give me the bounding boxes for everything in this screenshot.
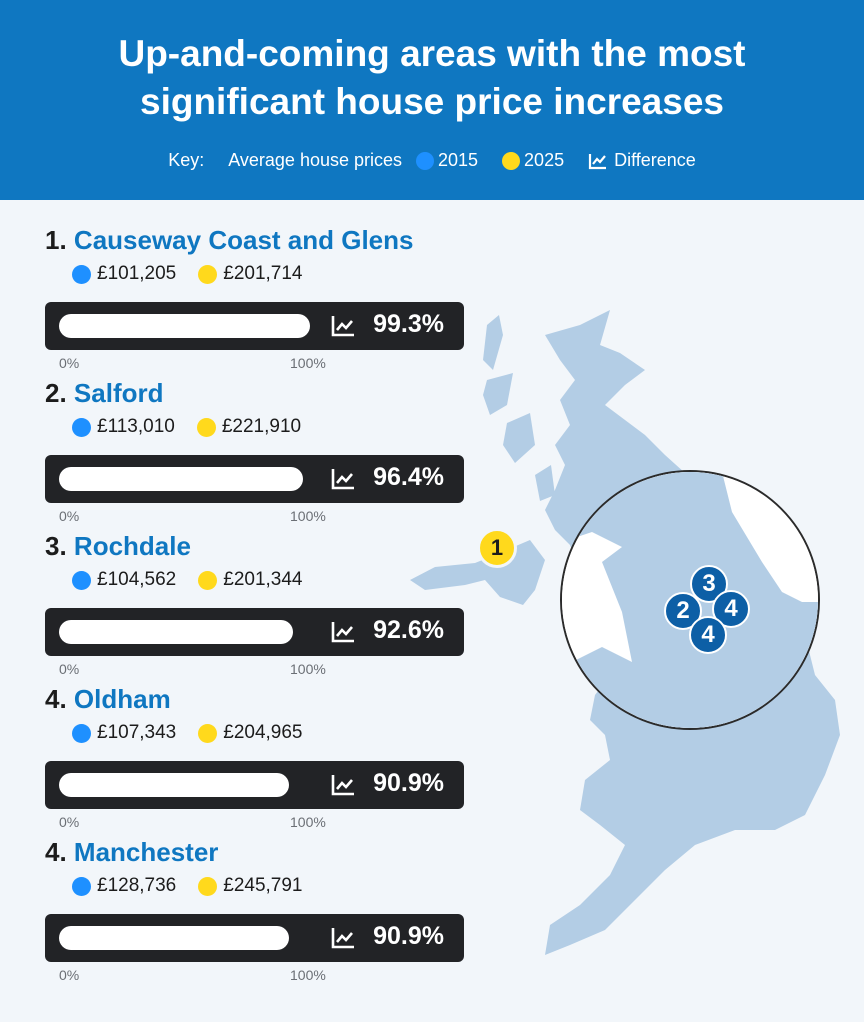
difference-value: 90.9%	[373, 922, 444, 950]
axis-max-label: 100%	[290, 508, 326, 524]
legend-2025-label: 2025	[524, 150, 565, 170]
entry-name: Salford	[73, 378, 164, 408]
axis-min-label: 0%	[59, 661, 80, 677]
entry-prices: £128,736 £245,791	[72, 875, 303, 897]
axis-min-label: 0%	[59, 814, 80, 830]
trend-chart-icon	[588, 153, 607, 169]
axis-max-label: 100%	[290, 355, 326, 371]
price-2015-dot	[72, 417, 91, 437]
axis-min-label: 0%	[59, 355, 80, 371]
price-2025-dot	[198, 570, 218, 590]
difference-bar: 90.9%	[45, 761, 464, 809]
price-2025: £201,714	[223, 263, 303, 284]
zoom-pin-rochdale: 3	[690, 565, 728, 603]
zoom-pin-manchester: 4	[689, 616, 727, 654]
entry-title: 1. Causeway Coast and Glens	[45, 225, 413, 256]
entry-prices: £113,010 £221,910	[72, 416, 301, 438]
price-2015: £101,205	[97, 263, 177, 284]
difference-bar: 96.4%	[45, 455, 464, 503]
trend-chart-icon	[331, 316, 354, 337]
title-line-2: significant house price increases	[140, 81, 724, 122]
price-2015-dot	[72, 723, 91, 743]
trend-chart-icon	[331, 928, 354, 949]
entry-rank: 4.	[45, 837, 67, 867]
difference-value: 96.4%	[373, 463, 444, 491]
price-2025-dot	[196, 417, 216, 437]
difference-value: 99.3%	[373, 310, 444, 338]
price-2025-dot	[198, 264, 218, 284]
trend-chart-icon	[331, 622, 354, 643]
entry-prices: £104,562 £201,344	[72, 569, 303, 591]
area-entry: 1. Causeway Coast and Glens £101,205 £20…	[0, 225, 480, 375]
trend-chart-icon	[331, 775, 354, 796]
trend-chart-icon	[331, 469, 354, 490]
price-2015: £113,010	[97, 416, 175, 437]
entry-title: 2. Salford	[45, 378, 164, 409]
title-line-1: Up-and-coming areas with the most	[118, 33, 746, 74]
entry-prices: £101,205 £201,714	[72, 263, 303, 285]
difference-value: 90.9%	[373, 769, 444, 797]
legend: Key: Average house prices 2015 2025 Diff…	[0, 150, 864, 171]
legend-difference-label: Difference	[614, 150, 696, 170]
area-entry: 4. Manchester £128,736 £245,791 90.9% 0%…	[0, 837, 480, 987]
entry-title: 4. Manchester	[45, 837, 218, 868]
entry-name: Manchester	[73, 837, 219, 867]
entry-name: Oldham	[73, 684, 171, 714]
entry-name: Rochdale	[73, 531, 191, 561]
difference-bar-fill	[59, 467, 303, 491]
area-entry: 4. Oldham £107,343 £204,965 90.9% 0% 100…	[0, 684, 480, 834]
price-2025: £201,344	[223, 569, 303, 590]
price-2025: £221,910	[221, 416, 302, 437]
entry-rank: 2.	[45, 378, 67, 408]
area-entry: 2. Salford £113,010 £221,910 96.4% 0% 10…	[0, 378, 480, 528]
difference-bar-fill	[59, 314, 311, 338]
price-2025-dot	[198, 723, 218, 743]
axis-max-label: 100%	[290, 814, 326, 830]
entry-name: Causeway Coast and Glens	[73, 225, 414, 255]
difference-bar: 92.6%	[45, 608, 464, 656]
legend-2015-dot	[416, 151, 434, 170]
legend-2015-label: 2015	[438, 150, 479, 170]
axis-max-label: 100%	[290, 967, 326, 983]
entry-rank: 4.	[45, 684, 67, 714]
price-2025-dot	[198, 876, 218, 896]
price-2015-dot	[72, 570, 91, 590]
legend-2025-dot	[502, 151, 521, 170]
entry-title: 3. Rochdale	[45, 531, 191, 562]
axis-max-label: 100%	[290, 661, 326, 677]
entry-rank: 1.	[45, 225, 67, 255]
difference-bar-fill	[59, 620, 294, 644]
price-2015: £107,343	[97, 722, 177, 743]
difference-bar: 99.3%	[45, 302, 464, 350]
map-marker-causeway: 1	[477, 528, 517, 568]
price-2015: £104,562	[97, 569, 177, 590]
zoom-inset: 3 2 4 4	[560, 470, 820, 730]
entry-prices: £107,343 £204,965	[72, 722, 303, 744]
entry-title: 4. Oldham	[45, 684, 171, 715]
difference-bar-fill	[59, 926, 289, 950]
header-banner: Up-and-coming areas with the most signif…	[0, 0, 864, 200]
price-2015: £128,736	[97, 875, 177, 896]
entry-rank: 3.	[45, 531, 67, 561]
price-2015-dot	[72, 264, 91, 284]
page-title: Up-and-coming areas with the most signif…	[0, 30, 864, 126]
axis-min-label: 0%	[59, 508, 80, 524]
price-2015-dot	[72, 876, 91, 896]
price-2025: £204,965	[223, 722, 303, 743]
difference-bar-fill	[59, 773, 289, 797]
legend-measure-label: Average house prices	[228, 150, 402, 170]
difference-bar: 90.9%	[45, 914, 464, 962]
axis-min-label: 0%	[59, 967, 80, 983]
price-2025: £245,791	[223, 875, 303, 896]
legend-key-label: Key:	[168, 150, 205, 170]
area-entry: 3. Rochdale £104,562 £201,344 92.6% 0% 1…	[0, 531, 480, 681]
difference-value: 92.6%	[373, 616, 444, 644]
